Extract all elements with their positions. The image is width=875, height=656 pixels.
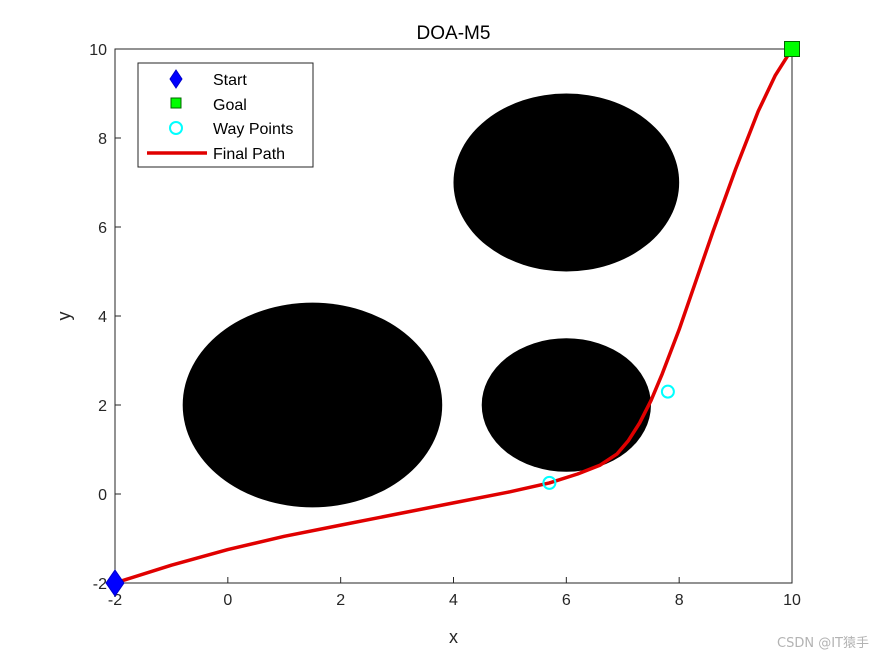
x-tick-label: 8	[675, 592, 684, 609]
y-axis-ticks: -2 0 2 4 6 8 10	[89, 42, 121, 593]
goal-marker	[784, 41, 800, 57]
obstacles-layer	[182, 93, 680, 508]
x-tick-label: 0	[223, 592, 232, 609]
x-tick-label: 10	[783, 592, 801, 609]
y-tick-label: 8	[98, 131, 107, 148]
x-axis-label: x	[449, 627, 458, 647]
watermark: CSDN @IT猿手	[777, 636, 869, 651]
x-tick-label: 4	[449, 592, 458, 609]
y-axis-label: y	[54, 312, 74, 321]
obstacle-3	[481, 338, 651, 472]
x-tick-label: -2	[108, 592, 122, 609]
chart-title: DOA-M5	[417, 23, 491, 44]
x-tick-label: 6	[562, 592, 571, 609]
y-tick-label: -2	[93, 576, 107, 593]
x-axis-ticks: -2 0 2 4 6 8 10	[108, 577, 801, 609]
obstacle-2	[182, 302, 443, 508]
y-tick-label: 0	[98, 487, 107, 504]
final-path-line	[113, 47, 794, 585]
x-tick-label: 2	[336, 592, 345, 609]
y-tick-label: 6	[98, 220, 107, 237]
legend-final-path-label: Final Path	[213, 146, 285, 163]
waypoint-marker	[660, 384, 675, 399]
legend-box	[137, 62, 314, 168]
legend-goal-label: Goal	[213, 97, 247, 114]
legend-start-marker-icon	[169, 69, 183, 89]
y-tick-label: 10	[89, 42, 107, 59]
y-tick-label: 2	[98, 398, 107, 415]
path-layer	[113, 47, 794, 585]
waypoint-marker	[542, 475, 557, 490]
marker-layer	[105, 41, 800, 597]
waypoint-layer	[542, 384, 675, 490]
obstacle-1	[453, 93, 680, 272]
y-tick-label: 4	[98, 309, 107, 326]
start-marker	[105, 569, 125, 597]
legend-waypoints-label: Way Points	[213, 121, 293, 138]
legend: Start Goal Way Points Final Path	[137, 62, 314, 168]
legend-start-label: Start	[213, 72, 247, 89]
legend-goal-marker-icon	[170, 97, 182, 109]
legend-waypoint-marker-icon	[169, 121, 183, 135]
